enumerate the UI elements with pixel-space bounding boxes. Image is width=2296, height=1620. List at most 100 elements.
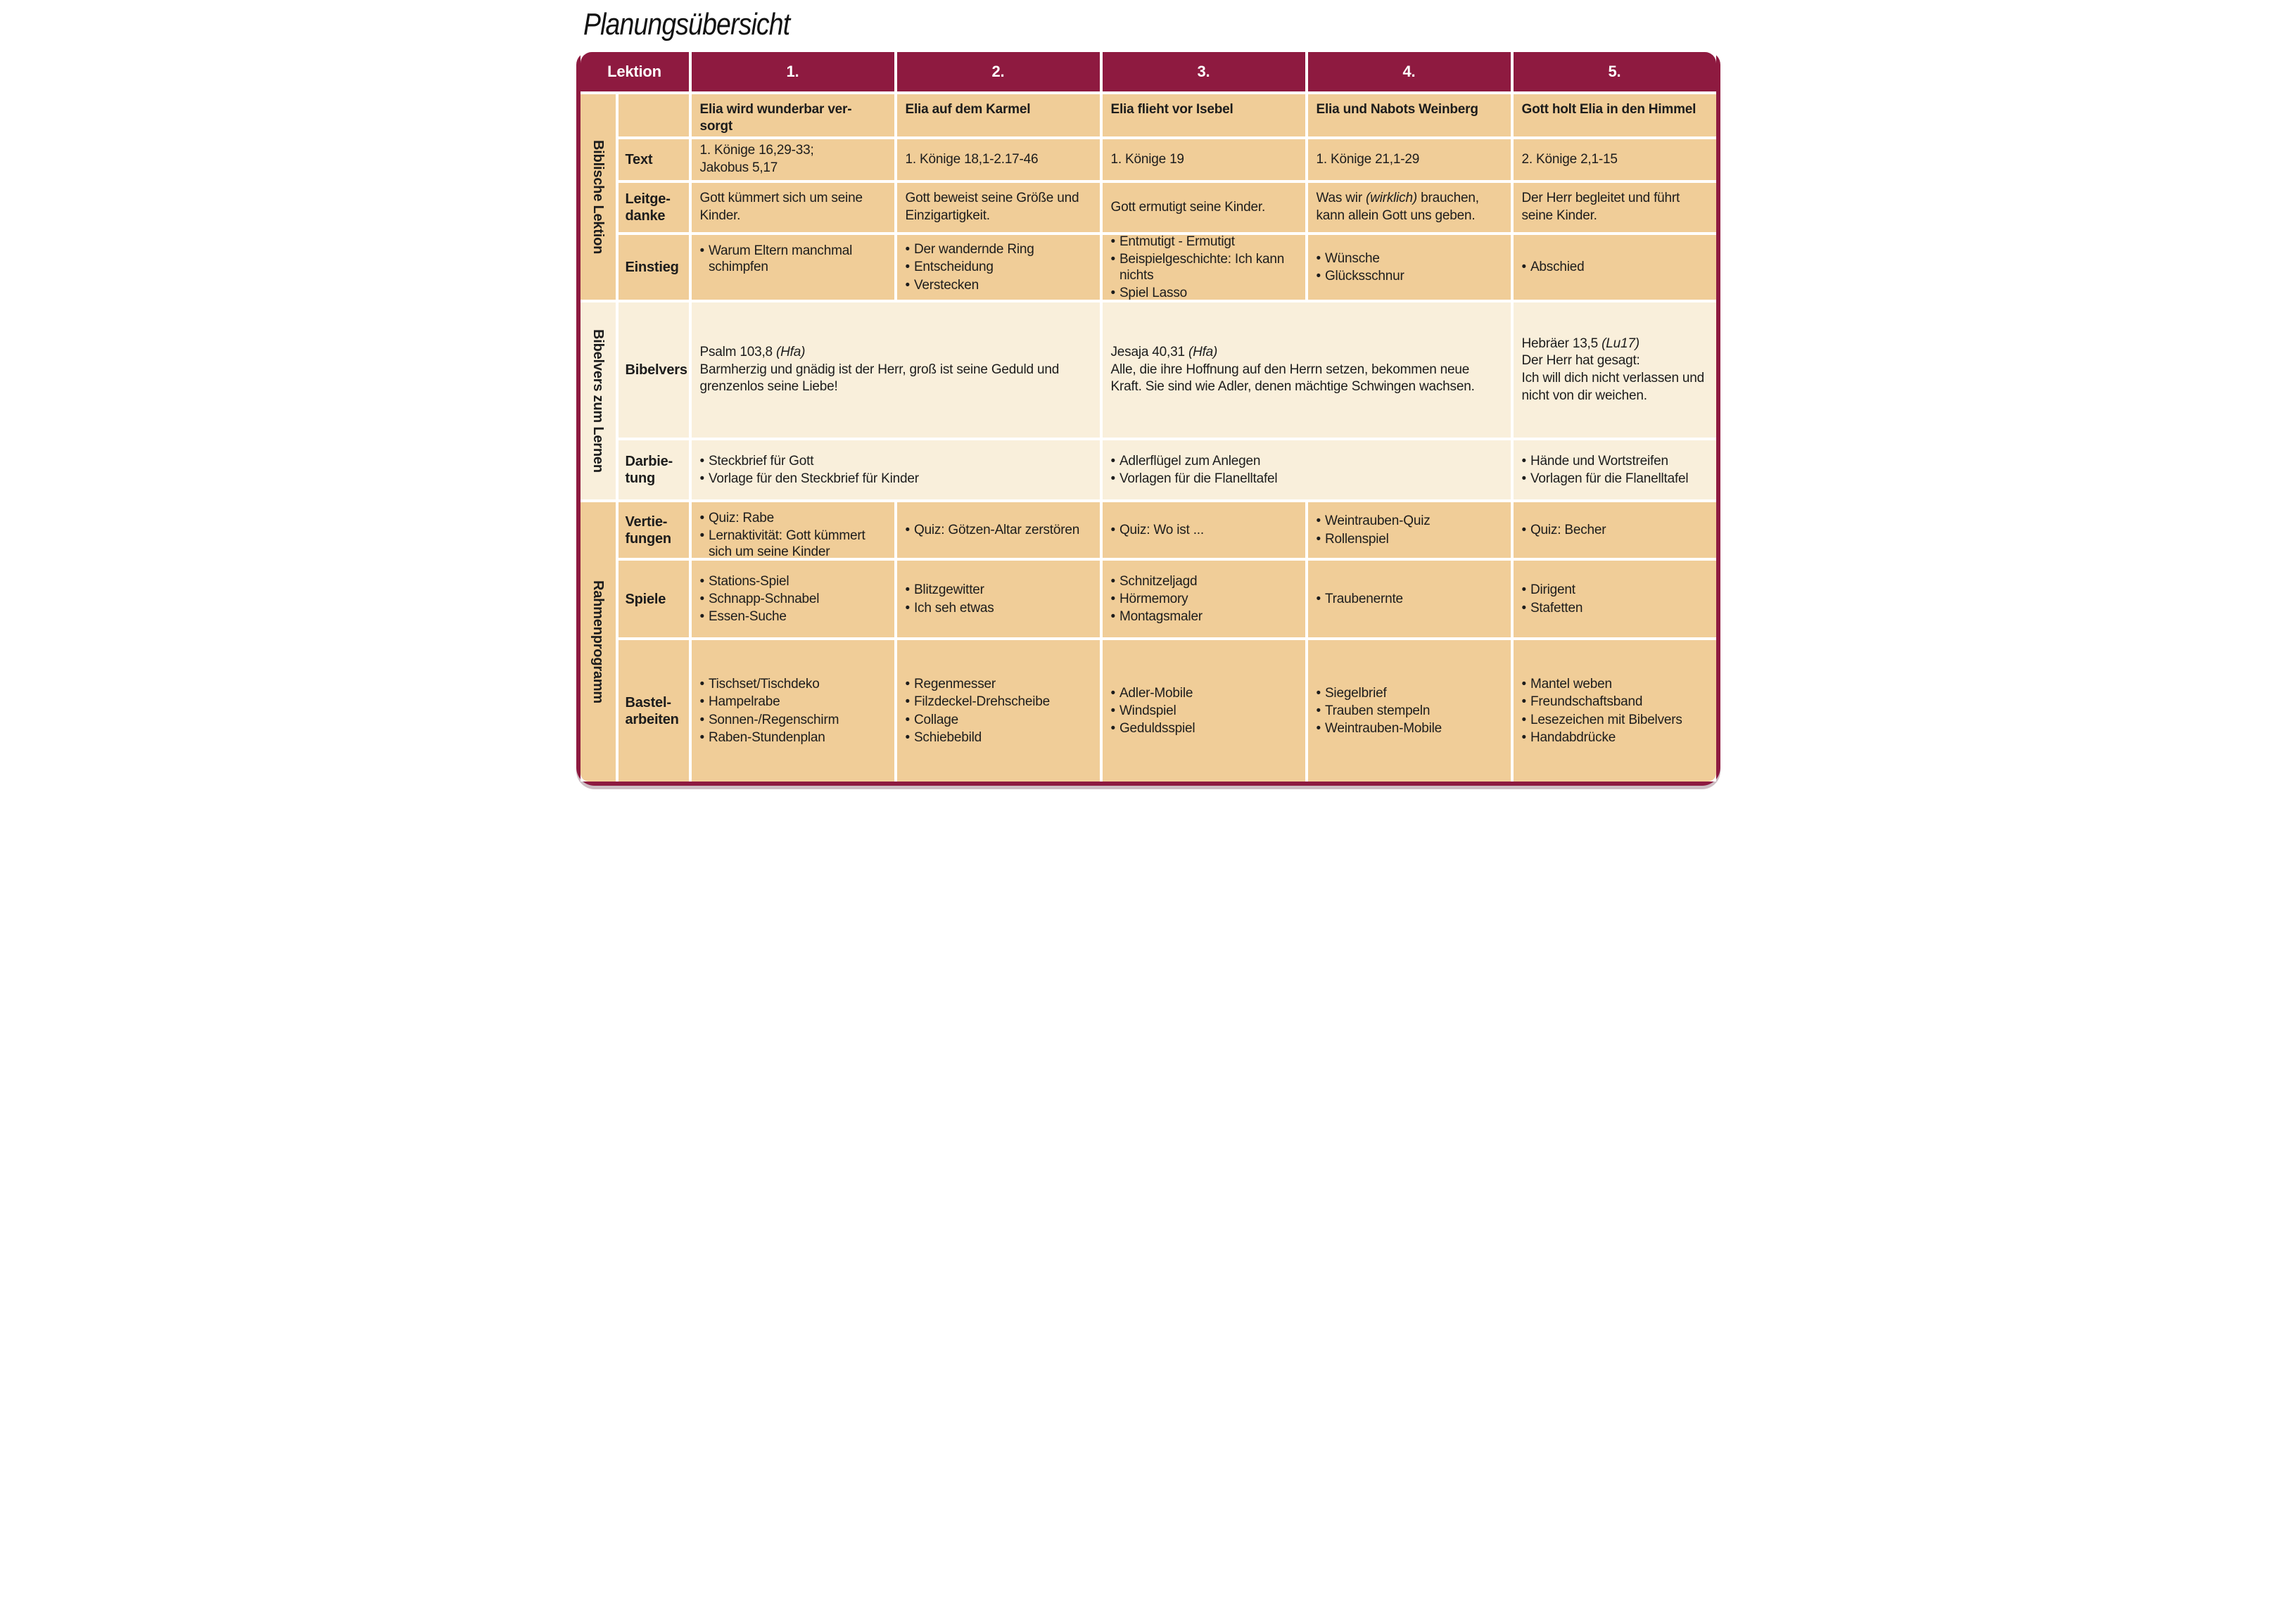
bullet-item: • Sonnen-/Regenschirm — [700, 712, 889, 728]
bullet-text: Regenmesser — [913, 677, 996, 692]
bullet-item: • Trauben stempeln — [1317, 703, 1505, 719]
bullet-text: Beispielgeschichte: Ich kann nichts — [1119, 251, 1285, 283]
bullet-text: Montagsmaler — [1119, 609, 1203, 625]
bullet-text: Glücksschnur — [1324, 269, 1404, 283]
row-label-text: Text — [618, 139, 689, 180]
verse-text: Der Herr hat gesagt: Ich will dich nicht… — [1521, 353, 1705, 403]
bullet-text: Warum Eltern manchmal schimpfen — [708, 243, 853, 275]
verse-reference: Hebräer 13,5 — [1521, 336, 1599, 351]
bullet-item: • Handabdrücke — [1522, 729, 1711, 746]
bullet-icon: • — [1316, 250, 1321, 266]
bullet-icon: • — [905, 277, 911, 293]
bullet-icon: • — [1521, 729, 1527, 745]
bullet-text: Filzdeckel-Drehscheibe — [913, 694, 1051, 710]
bullet-icon: • — [1110, 573, 1116, 589]
verse-text: Barmherzig und gnädig ist der Herr, groß… — [699, 362, 1060, 395]
bullet-icon: • — [1521, 677, 1527, 692]
row-label-empty — [618, 94, 689, 136]
bullet-icon: • — [1110, 453, 1116, 468]
cell-einstieg-5: • Abschied — [1513, 235, 1716, 300]
cell-bastelarbeiten-5: • Mantel weben • Freundschaftsband • Lesezeic… — [1513, 640, 1716, 782]
bullet-item: • Traubenernte — [1317, 591, 1505, 607]
bullet-item: • Warum Eltern manchmal schimpfen — [700, 243, 889, 275]
bullet-icon: • — [699, 591, 705, 606]
bullet-icon: • — [1110, 703, 1116, 718]
bullet-item: • Schnitzeljagd — [1111, 573, 1300, 589]
vertical-group-label-biblische-lektion: Biblische Lektion — [580, 94, 616, 300]
bullet-item: • Dirigent — [1522, 582, 1711, 598]
bullet-icon: • — [699, 243, 705, 258]
bullet-text: Quiz: Rabe — [708, 511, 774, 525]
bullet-item: • Quiz: Wo ist ... — [1111, 522, 1300, 538]
bullet-item: • Blitzgewitter — [906, 582, 1094, 598]
bullet-icon: • — [1521, 582, 1527, 598]
cell-text-2: 1. Könige 18,1-2.17-46 — [896, 139, 1100, 180]
bullet-item: • Mantel weben — [1522, 676, 1711, 692]
bullet-icon: • — [1110, 251, 1116, 267]
bullet-icon: • — [905, 677, 911, 692]
bullet-icon: • — [1316, 514, 1321, 529]
bullet-icon: • — [1110, 591, 1116, 606]
cell-darbietung-3-4: • Adlerflügel zum Anlegen • Vorlagen für di… — [1102, 440, 1511, 499]
bullet-icon: • — [699, 528, 705, 544]
cell-bastelarbeiten-2: • Regenmesser • Filzdeckel-Drehscheibe • Coll… — [896, 640, 1100, 782]
verse-reference: Jesaja 40,31 — [1110, 344, 1186, 359]
cell-spiele-1: • Stations-Spiel • Schnapp-Schnabel • Essen-S… — [691, 561, 894, 637]
planning-table: Lektion 1. 2. 3. 4. 5. Biblische Lektion… — [580, 52, 1716, 782]
bullet-icon: • — [1521, 522, 1527, 537]
bullet-item: • Vorlagen für die Flanelltafel — [1522, 471, 1711, 487]
cell-bibelvers-3-4: Jesaja 40,31 (Hfa) Alle, die ihre Hoffnu… — [1102, 302, 1511, 438]
bullet-text: Vorlage für den Steckbrief für Kinder — [708, 471, 919, 486]
vertical-group-label-rahmenprogramm: Rahmenprogramm — [580, 502, 616, 782]
bullet-text: Steckbrief für Gott — [708, 453, 814, 468]
bullet-icon: • — [905, 260, 911, 275]
bullet-text: Weintrauben-Quiz — [1324, 514, 1431, 529]
bullet-icon: • — [1316, 685, 1321, 701]
cell-leitgedanke-3: Gott ermutigt seine Kinder. — [1102, 183, 1305, 232]
row-label-einstieg: Einstieg — [618, 235, 689, 300]
row-label-vertiefungen: Vertie- fungen — [618, 502, 689, 558]
vertical-group-text: Bibelvers zum Lernen — [590, 329, 606, 473]
bullet-text: Stations-Spiel — [708, 573, 789, 589]
bullet-icon: • — [905, 712, 911, 727]
bullet-item: • Quiz: Becher — [1522, 522, 1711, 538]
bullet-item: • Freundschaftsband — [1522, 694, 1711, 710]
bullet-item: • Adler-Mobile — [1111, 685, 1300, 701]
bullet-item: • Der wandernde Ring — [906, 241, 1094, 257]
bullet-item: • Weintrauben-Mobile — [1317, 720, 1505, 736]
bullet-item: • Ich seh etwas — [906, 600, 1094, 616]
bullet-text: Entmutigt - Ermutigt — [1119, 234, 1235, 249]
bullet-text: Essen-Suche — [708, 609, 787, 625]
bullet-icon: • — [699, 573, 705, 589]
bullet-icon: • — [905, 694, 911, 710]
bullet-item: • Stafetten — [1522, 600, 1711, 616]
column-header-4: 4. — [1307, 52, 1511, 91]
bullet-item: • Vorlagen für die Flanelltafel — [1111, 471, 1505, 487]
bullet-icon: • — [1521, 600, 1527, 616]
cell-vertiefungen-2: • Quiz: Götzen-Altar zerstören — [896, 502, 1100, 558]
bullet-icon: • — [1110, 471, 1116, 486]
bullet-icon: • — [1110, 234, 1116, 249]
bullet-text: Quiz: Wo ist ... — [1119, 522, 1204, 537]
table-frame: Lektion 1. 2. 3. 4. 5. Biblische Lektion… — [576, 52, 1720, 786]
cell-text-3: 1. Könige 19 — [1102, 139, 1305, 180]
bullet-item: • Entmutigt - Ermutigt — [1111, 234, 1300, 250]
bullet-icon: • — [1110, 522, 1116, 537]
bullet-item: • Tischset/Tischdeko — [700, 676, 889, 692]
bullet-text: Blitzgewitter — [913, 582, 984, 598]
bullet-item: • Hampelrabe — [700, 694, 889, 710]
bullet-text: Hampelrabe — [708, 694, 780, 710]
bullet-icon: • — [1521, 260, 1527, 275]
bullet-icon: • — [699, 453, 705, 468]
bullet-item: • Wünsche — [1317, 250, 1505, 267]
bullet-icon: • — [1316, 269, 1321, 283]
bullet-item: • Geduldsspiel — [1111, 720, 1300, 736]
bullet-text: Der wandernde Ring — [913, 242, 1034, 257]
corner-header-cell: Lektion — [580, 52, 689, 91]
bullet-icon: • — [1521, 453, 1527, 468]
cell-bibelvers-1-2: Psalm 103,8 (Hfa) Barmherzig und gnädig … — [691, 302, 1100, 438]
bullet-item: • Regenmesser — [906, 676, 1094, 692]
bullet-text: Adler-Mobile — [1119, 685, 1193, 701]
bullet-text: Siegelbrief — [1324, 685, 1387, 701]
vertical-group-text: Rahmenprogramm — [590, 580, 606, 703]
